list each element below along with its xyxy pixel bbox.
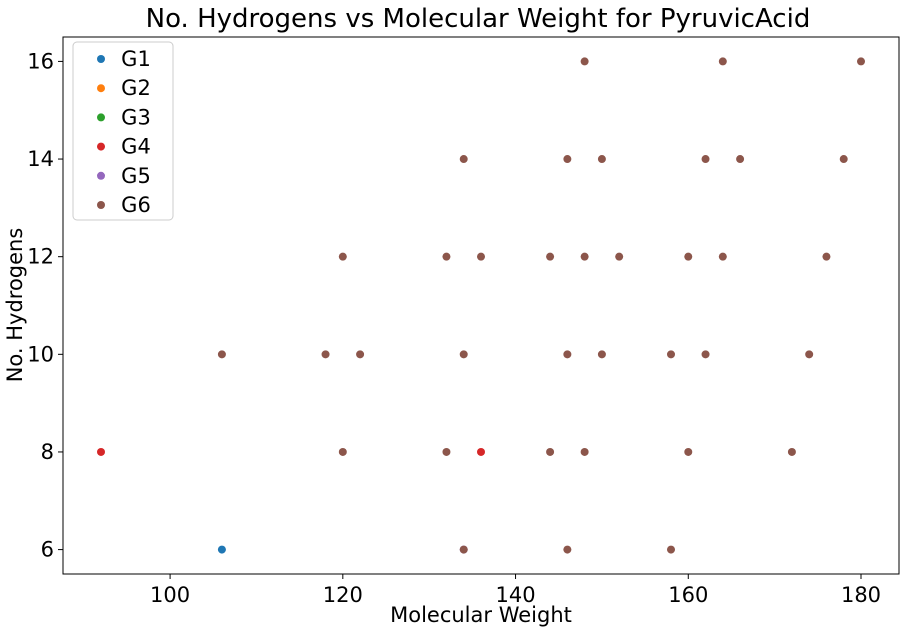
data-point-g6 (580, 57, 589, 66)
legend: G1 G2 G3 G4 G5 G6 (72, 41, 174, 221)
x-tick-label: 140 (495, 583, 535, 607)
data-point-g6 (338, 447, 347, 456)
x-axis-label: Molecular Weight (390, 603, 572, 627)
data-point-g6 (597, 155, 606, 164)
data-point-g6 (580, 252, 589, 261)
y-tick-label: 8 (41, 440, 54, 464)
legend-marker-g3 (97, 113, 105, 122)
data-point-g6 (546, 252, 555, 261)
data-point-g4 (477, 447, 485, 456)
data-point-g6 (217, 350, 226, 359)
data-point-g6 (563, 350, 572, 359)
y-tick-label: 12 (27, 245, 54, 269)
data-point-g6 (459, 545, 468, 554)
chart-title: No. Hydrogens vs Molecular Weight for Py… (146, 4, 811, 34)
y-tick-label: 6 (41, 538, 54, 562)
data-point-g6 (615, 252, 624, 261)
data-point-g6 (822, 252, 831, 261)
data-point-g6 (563, 155, 572, 164)
data-point-g6 (597, 350, 606, 359)
legend-marker-g6 (97, 201, 105, 209)
plot-frame (62, 36, 900, 575)
legend-label-g3: G3 (121, 105, 151, 129)
data-point-g6 (546, 447, 555, 456)
legend-label-g1: G1 (121, 47, 151, 71)
data-point-g6 (839, 155, 848, 164)
data-point-g6 (701, 350, 710, 359)
data-point-g6 (701, 155, 710, 164)
data-point-g6 (580, 447, 589, 456)
data-point-g6 (667, 545, 675, 554)
data-point-g6 (563, 545, 572, 554)
legend-label-g4: G4 (121, 135, 151, 159)
y-tick-label: 14 (27, 147, 54, 171)
data-point-g6 (356, 350, 365, 359)
x-tick-label: 160 (668, 583, 708, 607)
data-point-g6 (684, 447, 693, 456)
axis-ticks: 100 120 140 160 180 6 8 10 12 14 16 (27, 49, 881, 607)
y-tick-label: 16 (27, 49, 54, 73)
data-point-g6 (787, 447, 796, 456)
data-point-g1 (217, 545, 226, 554)
data-point-g6 (718, 57, 727, 66)
y-axis-label: No. Hydrogens (3, 228, 27, 383)
data-point-g6 (338, 252, 347, 261)
data-point-g4 (97, 447, 105, 456)
legend-label-g6: G6 (121, 193, 151, 217)
data-point-g6 (684, 252, 693, 261)
data-point-g6 (321, 350, 330, 359)
legend-marker-g5 (97, 171, 105, 180)
legend-label-g2: G2 (121, 76, 151, 100)
legend-marker-g4 (97, 142, 105, 151)
plot-area (62, 36, 900, 575)
x-tick-label: 100 (150, 583, 190, 607)
x-tick-label: 120 (323, 583, 363, 607)
data-point-g6 (459, 155, 468, 164)
data-point-g6 (857, 57, 865, 66)
data-point-g6 (718, 252, 727, 261)
x-tick-label: 180 (841, 583, 881, 607)
y-tick-label: 10 (27, 342, 54, 366)
data-point-g6 (442, 252, 451, 261)
legend-label-g5: G5 (121, 164, 151, 188)
data-point-g6 (736, 155, 745, 164)
data-point-g6 (459, 350, 468, 359)
data-point-g6 (805, 350, 814, 359)
legend-marker-g1 (97, 55, 105, 63)
legend-marker-g2 (97, 84, 105, 93)
data-point-g6 (667, 350, 675, 359)
data-point-g6 (477, 252, 485, 261)
data-point-g6 (442, 447, 451, 456)
